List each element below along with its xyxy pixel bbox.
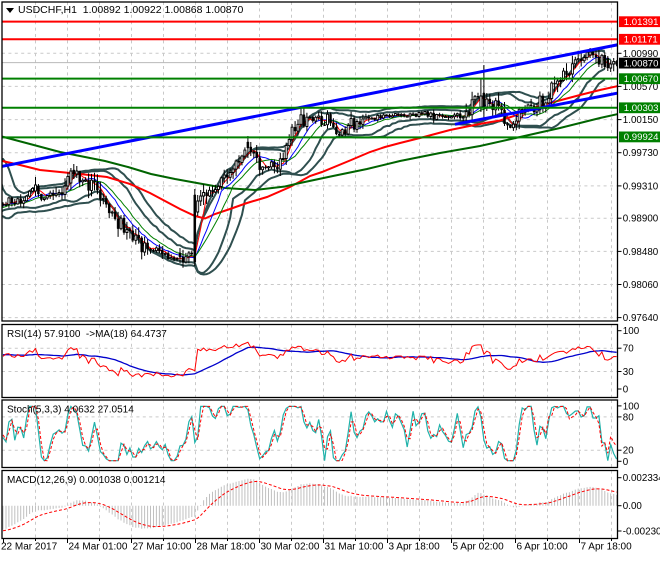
svg-text:0.99924: 0.99924 — [624, 132, 659, 143]
svg-text:0.99730: 0.99730 — [623, 148, 659, 159]
svg-text:22 Mar 2017: 22 Mar 2017 — [1, 542, 58, 553]
svg-text:30 Mar 02:00: 30 Mar 02:00 — [261, 542, 320, 553]
svg-text:MACD(12,26,9) 0.001038 0.00121: MACD(12,26,9) 0.001038 0.001214 — [7, 475, 166, 486]
svg-text:0.98480: 0.98480 — [623, 247, 659, 258]
svg-text:1.00570: 1.00570 — [623, 82, 659, 93]
svg-text:27 Mar 10:00: 27 Mar 10:00 — [133, 542, 192, 553]
svg-text:31 Mar 10:00: 31 Mar 10:00 — [325, 542, 384, 553]
svg-text:0.98060: 0.98060 — [623, 280, 659, 291]
svg-text:6 Apr 10:00: 6 Apr 10:00 — [517, 542, 569, 553]
svg-text:RSI(14) 57.9100 ->MA(18) 64.4: RSI(14) 57.9100 ->MA(18) 64.4737 — [7, 329, 167, 340]
svg-text:100: 100 — [623, 326, 640, 337]
svg-text:1.00990: 1.00990 — [623, 49, 659, 60]
svg-text:1.00303: 1.00303 — [624, 103, 659, 114]
svg-text:80: 80 — [623, 412, 634, 423]
svg-text:70: 70 — [623, 344, 634, 355]
svg-text:-0.002306: -0.002306 — [623, 527, 660, 538]
svg-text:28 Mar 18:00: 28 Mar 18:00 — [197, 542, 256, 553]
svg-text:0: 0 — [623, 385, 629, 396]
svg-text:7 Apr 18:00: 7 Apr 18:00 — [581, 542, 633, 553]
svg-text:Stoch(5,3,3) 4.0632 27.0514: Stoch(5,3,3) 4.0632 27.0514 — [7, 405, 134, 416]
svg-text:USDCHF,H1 1.00892 1.00922 1.0: USDCHF,H1 1.00892 1.00922 1.00868 1.0087… — [18, 4, 243, 16]
svg-text:20: 20 — [623, 446, 634, 457]
svg-text:3 Apr 18:00: 3 Apr 18:00 — [389, 542, 441, 553]
svg-text:1.01171: 1.01171 — [624, 35, 658, 46]
svg-text:0.99310: 0.99310 — [623, 181, 659, 192]
svg-text:100: 100 — [623, 401, 640, 412]
svg-text:1.01391: 1.01391 — [624, 17, 659, 28]
svg-text:0.002334: 0.002334 — [623, 473, 660, 484]
svg-text:1.00670: 1.00670 — [624, 74, 659, 85]
svg-text:0.98900: 0.98900 — [623, 214, 659, 225]
svg-text:1.00870: 1.00870 — [624, 58, 659, 69]
svg-text:5 Apr 02:00: 5 Apr 02:00 — [453, 542, 505, 553]
svg-text:0.97640: 0.97640 — [623, 313, 659, 324]
svg-text:0.00: 0.00 — [623, 501, 643, 512]
svg-text:24 Mar 01:00: 24 Mar 01:00 — [69, 542, 128, 553]
svg-text:30: 30 — [623, 367, 634, 378]
svg-text:0: 0 — [623, 457, 629, 468]
svg-text:1.00150: 1.00150 — [623, 115, 659, 126]
